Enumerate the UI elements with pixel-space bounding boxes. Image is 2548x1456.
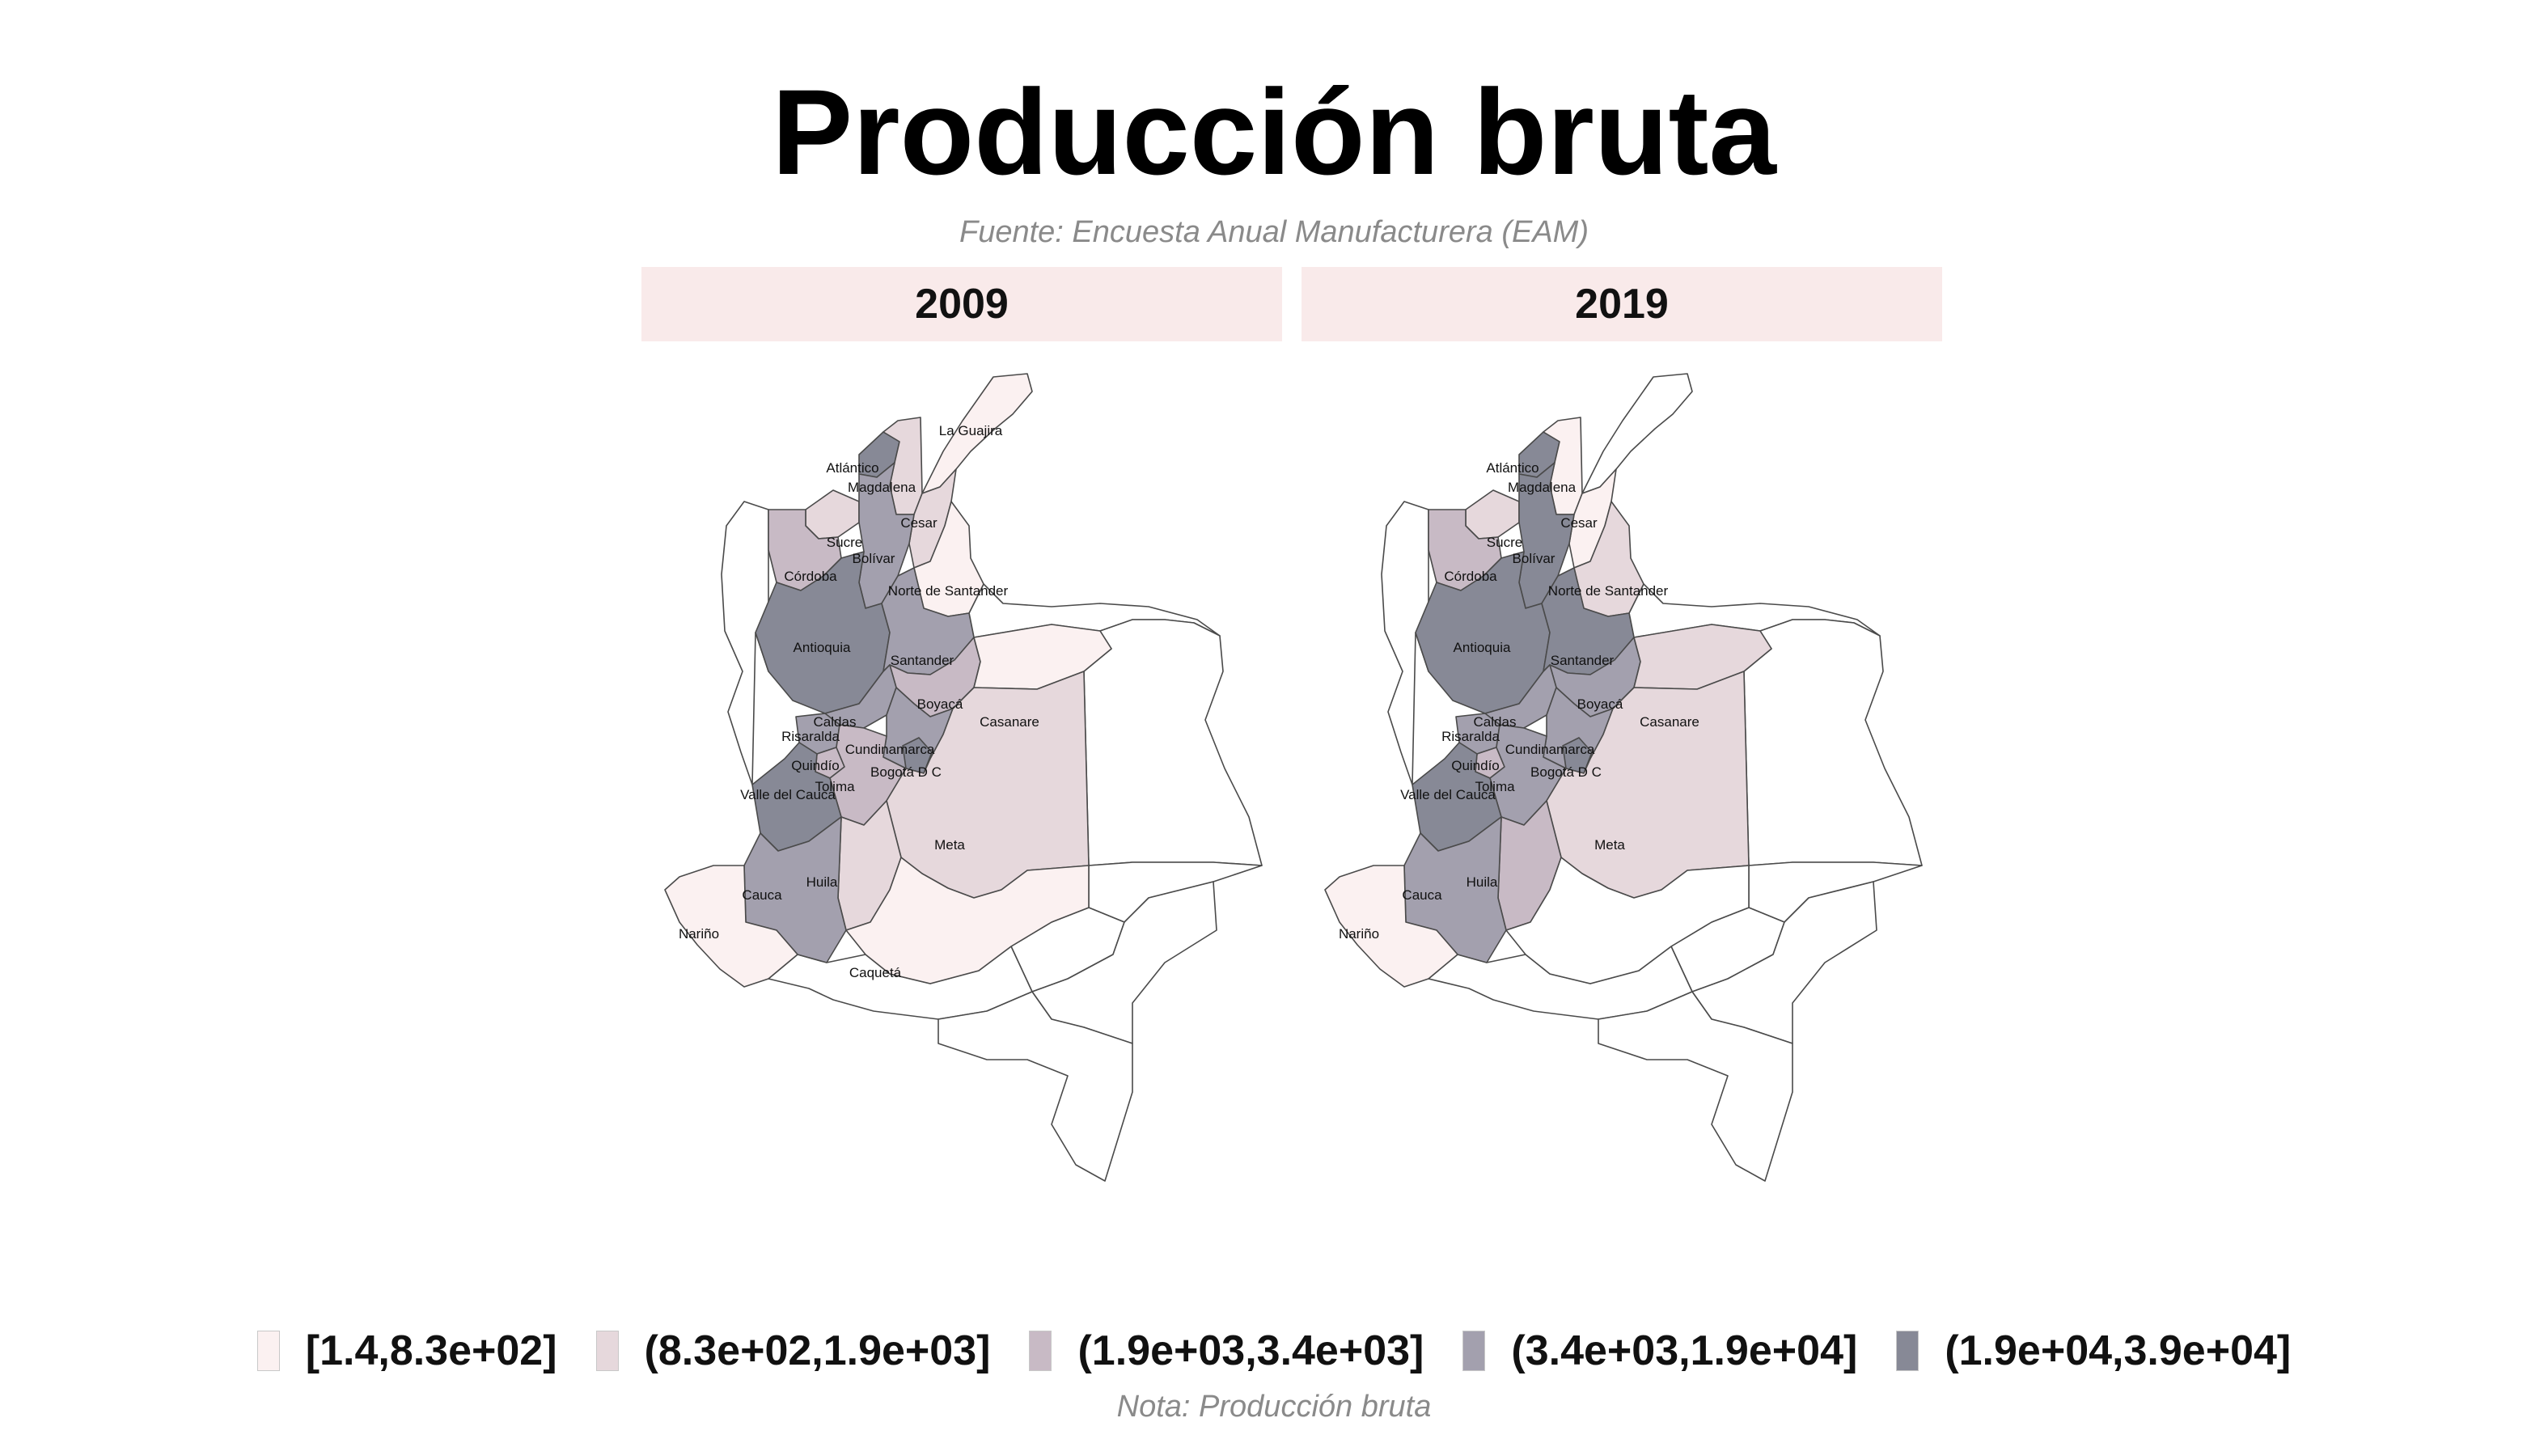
department-label-bogota: Bogotá D C — [1530, 764, 1602, 780]
department-label-sucre: Sucre — [827, 535, 862, 550]
department-label-atlantico: Atlántico — [826, 460, 878, 476]
department-label-antioquia: Antioquia — [1454, 640, 1511, 655]
legend-item-2: (8.3e+02,1.9e+03] — [595, 1327, 991, 1375]
vichada-region — [1083, 619, 1263, 866]
department-caqueta — [1505, 857, 1750, 984]
legend-swatch-5 — [1896, 1331, 1919, 1371]
department-label-caldas: Caldas — [814, 714, 857, 730]
legend-label-2: (8.3e+02,1.9e+03] — [644, 1327, 991, 1374]
department-label-santander: Santander — [1551, 653, 1615, 668]
panel-strip-2009: 2009 — [641, 267, 1282, 341]
legend: [1.4,8.3e+02] (8.3e+02,1.9e+03] (1.9e+03… — [0, 1327, 2548, 1375]
department-label-narino: Nariño — [679, 926, 719, 942]
legend-item-4: (3.4e+03,1.9e+04] — [1462, 1327, 1857, 1375]
amazonas-region — [1598, 991, 1793, 1182]
legend-label-5: (1.9e+04,3.9e+04] — [1945, 1327, 2292, 1374]
department-label-valle: Valle del Cauca — [740, 787, 836, 802]
department-label-risaralda: Risaralda — [1441, 729, 1500, 744]
department-narino — [664, 865, 798, 988]
department-label-caqueta: Caquetá — [849, 965, 902, 980]
department-guajira — [1581, 373, 1693, 494]
department-label-cauca: Cauca — [1402, 887, 1442, 903]
department-label-boyaca: Boyacá — [1577, 696, 1623, 712]
department-label-quindio: Quindío — [791, 758, 840, 773]
department-label-casanare: Casanare — [980, 714, 1039, 730]
department-label-tolima: Tolima — [1475, 779, 1515, 794]
department-label-guajira: La Guajira — [939, 423, 1003, 438]
department-label-magdalena: Magdalena — [1508, 480, 1577, 495]
legend-label-1: [1.4,8.3e+02] — [305, 1327, 557, 1374]
department-label-sucre: Sucre — [1487, 535, 1522, 550]
department-label-atlantico: Atlántico — [1486, 460, 1539, 476]
department-label-cundinamarca: Cundinamarca — [845, 742, 935, 757]
department-label-nsantander: Norte de Santander — [888, 583, 1009, 599]
legend-swatch-3 — [1029, 1331, 1052, 1371]
legend-item-1: [1.4,8.3e+02] — [256, 1327, 557, 1375]
department-label-risaralda: Risaralda — [781, 729, 840, 744]
department-label-nsantander: Norte de Santander — [1548, 583, 1669, 599]
department-label-cundinamarca: Cundinamarca — [1505, 742, 1595, 757]
amazonas-region — [938, 991, 1133, 1182]
nodata-regions — [721, 501, 1263, 1182]
department-label-antioquia: Antioquia — [794, 640, 851, 655]
legend-label-4: (3.4e+03,1.9e+04] — [1511, 1327, 1858, 1374]
department-label-casanare: Casanare — [1640, 714, 1699, 730]
department-label-huila: Huila — [806, 874, 838, 890]
department-label-tolima: Tolima — [815, 779, 855, 794]
department-label-boyaca: Boyacá — [917, 696, 963, 712]
department-label-bolivar: Bolívar — [853, 551, 895, 566]
legend-item-5: (1.9e+04,3.9e+04] — [1896, 1327, 2291, 1375]
panel-strip-2019: 2019 — [1302, 267, 1942, 341]
department-label-cordoba: Córdoba — [1444, 569, 1497, 584]
department-label-quindio: Quindío — [1451, 758, 1500, 773]
legend-item-3: (1.9e+03,3.4e+03] — [1029, 1327, 1424, 1375]
department-label-meta: Meta — [934, 837, 965, 853]
department-label-meta: Meta — [1594, 837, 1625, 853]
legend-swatch-1 — [256, 1331, 280, 1371]
department-label-bogota: Bogotá D C — [870, 764, 942, 780]
department-narino — [1324, 865, 1458, 988]
nodata-regions — [1381, 501, 1923, 1182]
department-label-cauca: Cauca — [742, 887, 782, 903]
caption-note: Nota: Producción bruta — [1116, 1390, 1432, 1424]
department-label-magdalena: Magdalena — [848, 480, 916, 495]
department-caqueta — [845, 857, 1090, 984]
page-title: Producción bruta — [772, 64, 1776, 200]
department-label-santander: Santander — [891, 653, 954, 668]
vichada-region — [1743, 619, 1923, 866]
department-sucre — [1465, 489, 1520, 540]
department-shapes — [1324, 373, 1772, 988]
department-label-caldas: Caldas — [1474, 714, 1517, 730]
map-panel-2009: La GuajiraAtlánticoMagdalenaCesarSucreBo… — [664, 373, 1263, 1182]
department-shapes — [664, 373, 1112, 988]
department-labels: La GuajiraAtlánticoMagdalenaCesarSucreBo… — [679, 423, 1039, 980]
department-label-huila: Huila — [1467, 874, 1498, 890]
legend-swatch-4 — [1462, 1331, 1486, 1371]
department-label-cesar: Cesar — [1560, 515, 1598, 531]
department-label-narino: Nariño — [1339, 926, 1379, 942]
department-label-cordoba: Córdoba — [784, 569, 837, 584]
department-label-cesar: Cesar — [900, 515, 938, 531]
department-label-valle: Valle del Cauca — [1400, 787, 1496, 802]
legend-label-3: (1.9e+03,3.4e+03] — [1077, 1327, 1424, 1374]
subtitle-source: Fuente: Encuesta Anual Manufacturera (EA… — [959, 215, 1589, 249]
department-label-bolivar: Bolívar — [1513, 551, 1555, 566]
department-sucre — [805, 489, 860, 540]
legend-swatch-2 — [595, 1331, 619, 1371]
